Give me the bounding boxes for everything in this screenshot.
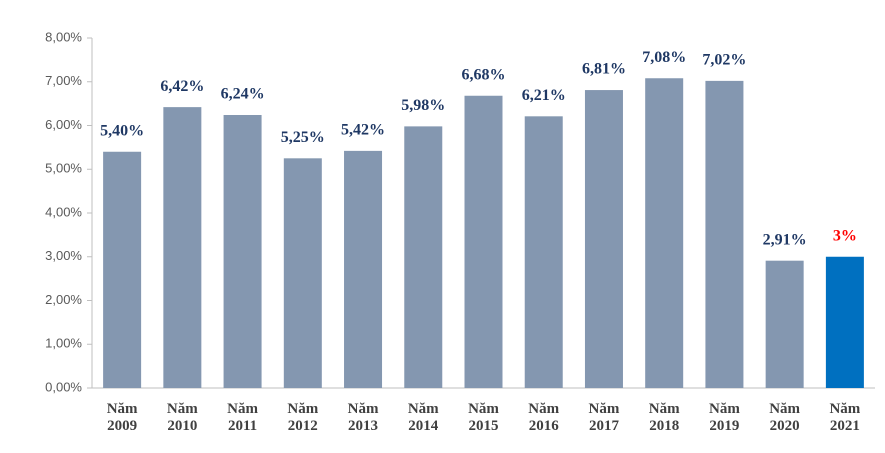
value-label: 2,91% [763,231,807,248]
value-label: 6,42% [160,78,204,95]
value-label: 5,40% [100,122,144,139]
x-tick-label: Năm 2014 [407,401,439,434]
x-tick-label: Năm 2020 [769,401,801,434]
value-label: 6,68% [462,66,506,83]
value-label: 6,21% [522,87,566,104]
y-tick-label: 6,00% [45,117,82,132]
y-tick-label: 1,00% [45,336,82,351]
bar [645,78,684,388]
bar [464,95,503,388]
value-label: 7,08% [642,49,686,66]
y-tick-label: 5,00% [45,161,82,176]
x-tick-label: Năm 2018 [648,401,680,434]
x-tick-label: Năm 2015 [468,401,499,434]
bar [283,158,322,388]
bar [223,115,262,388]
bar [103,151,142,388]
bar [404,126,443,388]
x-tick-label: Năm 2009 [106,401,138,434]
y-tick-label: 7,00% [45,73,82,88]
value-label: 5,25% [281,129,325,146]
x-tick-label: Năm 2011 [227,401,258,434]
bar [584,90,623,388]
y-tick-label: 3,00% [45,248,82,263]
bar [705,80,744,388]
bar [163,107,202,388]
x-tick-label: Năm 2021 [829,401,861,434]
x-tick-label: Năm 2010 [166,401,198,434]
x-tick-label: Năm 2019 [709,401,740,434]
x-tick-label: Năm 2017 [588,401,620,434]
bar [765,260,804,388]
bar [344,150,383,388]
value-label: 3% [833,227,857,244]
y-tick-label: 4,00% [45,204,82,219]
value-label: 7,02% [702,52,746,69]
value-label: 5,98% [401,97,445,114]
y-tick-label: 2,00% [45,292,82,307]
bar [825,256,864,388]
y-tick-label: 8,00% [45,29,82,44]
value-label: 5,42% [341,122,385,139]
x-tick-label: Năm 2012 [287,401,319,434]
value-label: 6,81% [582,61,626,78]
y-tick-label: 0,00% [45,379,82,394]
value-label: 6,24% [221,86,265,103]
x-tick-label: Năm 2016 [528,401,560,434]
x-tick-label: Năm 2013 [347,401,379,434]
bar [524,116,563,388]
